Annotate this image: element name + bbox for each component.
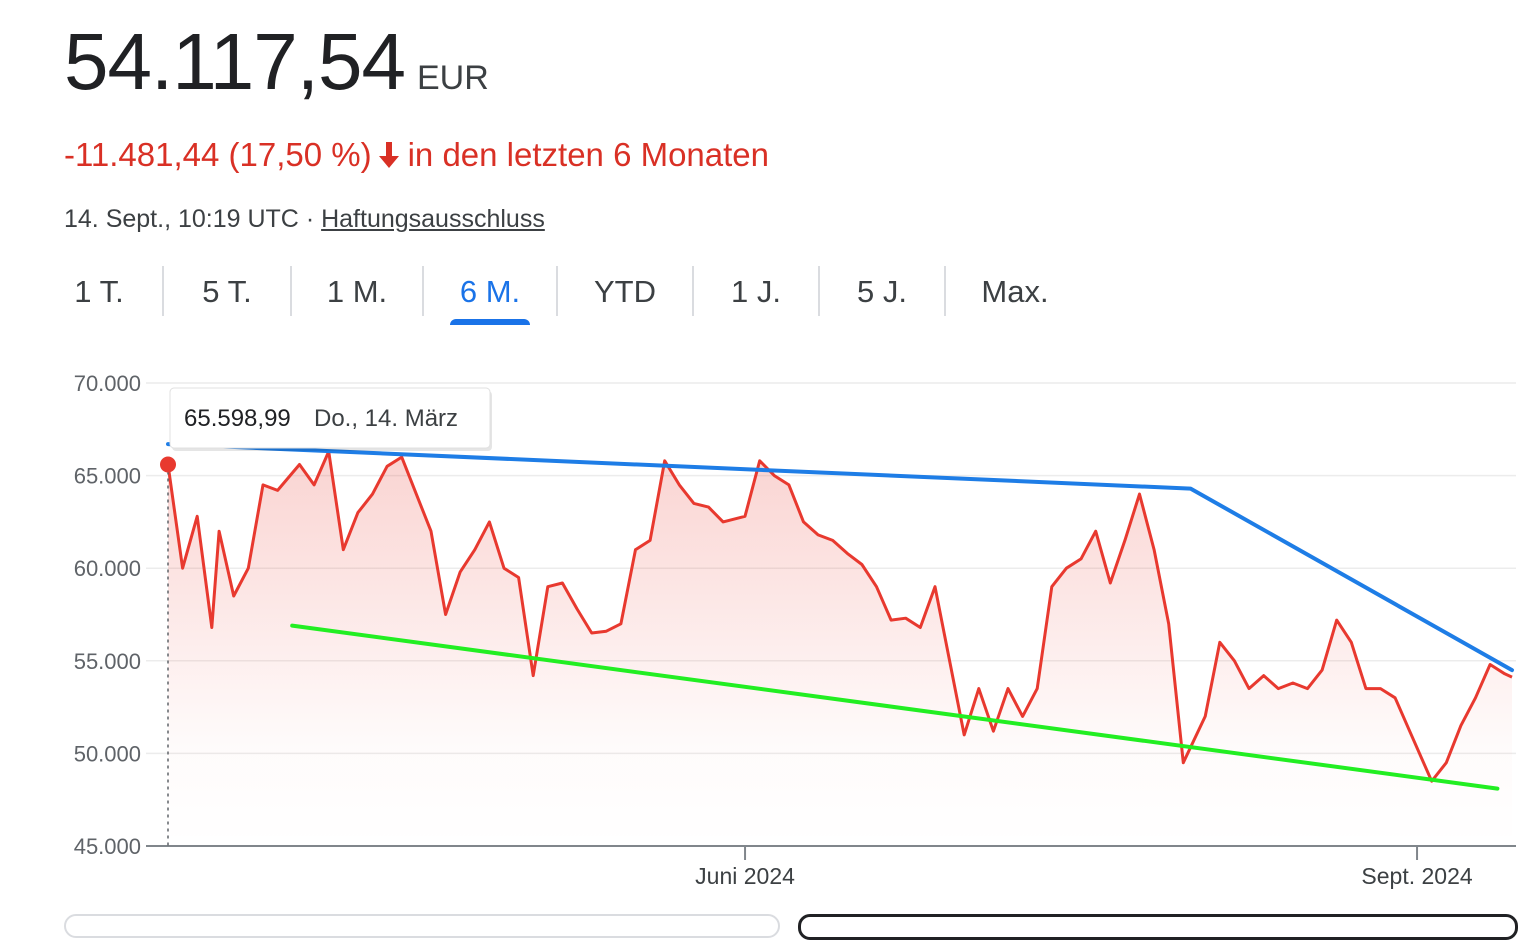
meta-separator: · [305,205,315,233]
price-chart[interactable]: 70.000 65.000 60.000 55.000 50.000 45.000 Juni… [0,350,1532,910]
tooltip-value: 65.598,99 [184,405,291,432]
y-tick-label: 60.000 [74,556,141,581]
tab-5-days[interactable]: 5 T. [202,274,252,309]
tooltip-date: Do., 14. März [314,405,458,432]
y-tick-label: 55.000 [74,649,141,674]
y-tick-label: 50.000 [74,741,141,766]
trend-line-upper [166,442,1514,673]
trend-line-lower [290,623,1500,791]
currency-label: EUR [416,59,489,97]
tab-1-year[interactable]: 1 J. [731,274,781,309]
y-tick-label: 70.000 [74,371,141,396]
price-block: 54.117,54 EUR [64,22,489,102]
range-tabs: 1 T. 5 T. 1 M. 6 M. YTD 1 J. 5 J. Max. [36,266,1084,326]
tab-divider [290,266,292,316]
disclaimer-link[interactable]: Haftungsausschluss [321,205,545,233]
timestamp-line: 14. Sept., 10:19 UTC · Haftungsausschlus… [64,205,545,234]
x-tick-label: Juni 2024 [695,863,795,889]
change-value: -11.481,44 (17,50 %) [64,136,372,173]
tab-divider [162,266,164,316]
chart-tooltip: 65.598,99 Do., 14. März [169,387,492,451]
card-edge [64,914,780,938]
tab-divider [556,266,558,316]
tab-6-months[interactable]: 6 M. [424,266,556,318]
tab-1-month[interactable]: 1 M. [326,274,388,309]
current-price: 54.117,54 [64,17,406,106]
arrow-down-icon [376,140,402,170]
price-area [168,451,1512,846]
tab-divider [944,266,946,316]
x-tick-label: Sept. 2024 [1361,863,1472,889]
tab-divider [422,266,424,316]
tooltip-box [169,387,491,449]
tab-1-day[interactable]: 1 T. [74,274,124,309]
tab-ytd[interactable]: YTD [594,274,656,309]
tab-divider [692,266,694,316]
change-period: in den letzten 6 Monaten [407,136,770,173]
tab-divider [818,266,820,316]
y-tick-label: 45.000 [74,834,141,859]
price-change: -11.481,44 (17,50 %) in den letzten 6 Mo… [64,136,769,174]
y-tick-label: 65.000 [74,464,141,489]
price-line [166,450,1513,783]
hover-point [160,456,176,473]
card-edge [798,914,1518,940]
tab-max[interactable]: Max. [981,274,1049,309]
tab-5-years[interactable]: 5 J. [857,274,907,309]
timestamp: 14. Sept., 10:19 UTC [64,205,299,233]
